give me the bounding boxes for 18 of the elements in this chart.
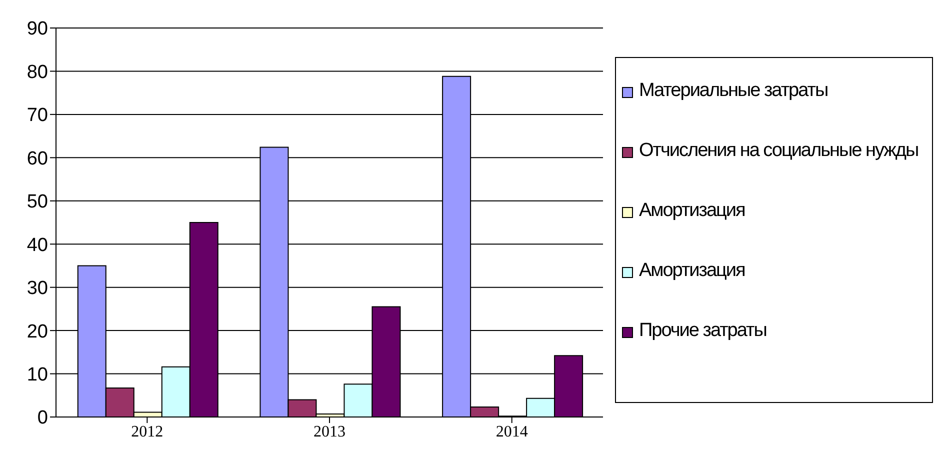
x-tick-label: 2012 [131, 423, 164, 440]
legend-label: Материальные затраты [639, 80, 828, 102]
y-tick-label: 60 [26, 148, 48, 170]
x-tick-label: 2014 [496, 423, 528, 440]
y-tick-label: 10 [26, 364, 48, 386]
y-tick-label: 30 [26, 278, 48, 300]
x-tick-label: 2013 [314, 423, 346, 440]
legend-label: Амортизация [639, 200, 745, 222]
y-tick-label: 0 [37, 408, 48, 429]
y-tick-label: 20 [26, 321, 48, 342]
y-tick-label: 50 [26, 192, 48, 213]
legend-label: Прочие затраты [639, 320, 766, 342]
y-tick-label: 80 [26, 62, 48, 83]
legend-label: Отчисления на социальные нужды [639, 140, 918, 162]
y-tick-label: 40 [26, 234, 48, 256]
y-tick-label: 90 [26, 18, 48, 40]
y-tick-label: 70 [26, 105, 48, 126]
legend-label: Амортизация [639, 260, 745, 282]
